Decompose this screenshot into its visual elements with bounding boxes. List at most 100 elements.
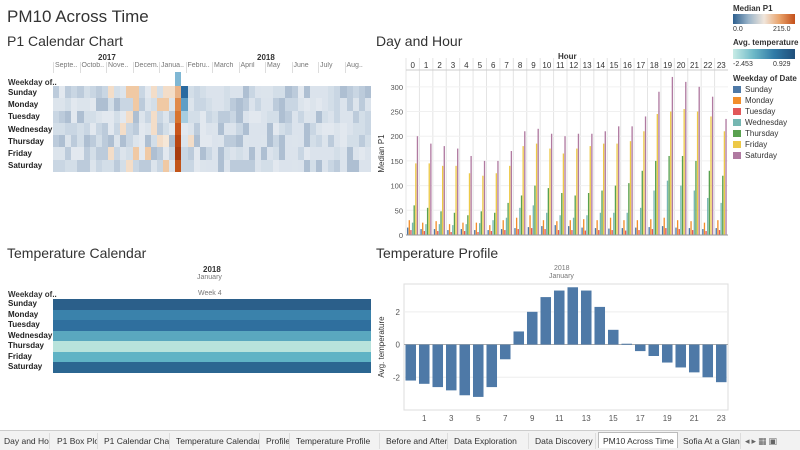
p1-calendar-cell <box>279 135 286 148</box>
day-hour-bar <box>711 96 714 236</box>
tab-navigation-icons[interactable]: ◂▸▦▣ <box>745 436 780 446</box>
p1-calendar-grid[interactable] <box>53 72 372 173</box>
day-hour-bar <box>705 231 707 235</box>
p1-calendar-cell <box>230 159 237 173</box>
p1-calendar-cell <box>205 98 213 111</box>
page-title: PM10 Across Time <box>7 7 149 26</box>
temperature-calendar-cell[interactable] <box>53 320 371 331</box>
day-hour-bar <box>613 212 615 235</box>
weekday-legend-item: Wednesday <box>733 118 787 127</box>
legend-label: Tuesday <box>745 107 776 116</box>
temperature-calendar-cell[interactable] <box>53 351 371 362</box>
p1-calendar-cell <box>169 147 176 160</box>
p1-calendar-cell <box>260 147 268 160</box>
p1-calendar-cell <box>205 159 213 173</box>
p1-calendar-cell <box>156 159 164 173</box>
day-hour-bar <box>599 212 602 235</box>
p1-calendar-cell <box>199 98 207 111</box>
p1-calendar-cell <box>53 122 60 136</box>
sheet-tab[interactable]: Sofia At a Glan <box>679 433 741 449</box>
y-tick-label: 50 <box>395 206 403 215</box>
day-hour-bar <box>531 228 533 235</box>
day-hour-bar <box>465 224 467 235</box>
legend-label: Wednesday <box>745 118 788 127</box>
p1-calendar-cell <box>279 98 286 111</box>
temperature-calendar-cell[interactable] <box>53 299 371 310</box>
p1-calendar-cell <box>89 159 97 173</box>
p1-calendar-cell <box>163 159 170 173</box>
temperature-profile-bar <box>715 344 727 383</box>
p1-calendar-cell <box>285 98 292 111</box>
day-hour-bar <box>517 229 519 235</box>
p1-calendar-cell <box>95 135 103 148</box>
p1-calendar-cell <box>181 98 188 111</box>
p1-calendar-cell <box>101 98 109 111</box>
day-hour-bar <box>576 148 578 235</box>
sheet-tab[interactable]: Temperature Profile <box>292 433 380 449</box>
p1-calendar-cell <box>248 122 256 136</box>
p1-calendar-cell <box>163 122 170 136</box>
temperature-profile-bar <box>607 329 619 345</box>
p1-calendar-cell <box>108 98 115 111</box>
p1-calendar-cell <box>340 159 347 173</box>
day-hour-bar <box>477 232 479 235</box>
x-tick-label: 1 <box>422 414 427 423</box>
p1-calendar-cell <box>101 86 109 99</box>
p1-calendar-cell <box>267 135 274 148</box>
sheet-tab[interactable]: Profile <box>262 433 290 449</box>
p1-calendar-cell <box>138 86 146 99</box>
p1-calendar-cell <box>291 98 298 111</box>
hour-label: 10 <box>542 61 551 70</box>
p1-calendar-cell <box>193 110 201 124</box>
p1-calendar-cell <box>120 147 127 160</box>
hour-label: 13 <box>583 61 592 70</box>
p1-calendar-cell <box>132 86 139 99</box>
x-tick-label: 21 <box>690 414 699 423</box>
x-tick-label: 15 <box>609 414 618 423</box>
p1-calendar-cell <box>126 135 133 148</box>
temperature-calendar-cell[interactable] <box>53 330 371 341</box>
p1-calendar-cell <box>71 110 78 124</box>
day-hour-bar <box>710 116 712 235</box>
p1-calendar-cell <box>77 147 84 160</box>
p1-calendar-cell <box>315 86 323 99</box>
p1-calendar-cell <box>346 159 353 173</box>
p1-calendar-cell <box>346 98 353 111</box>
temperature-calendar-cell[interactable] <box>53 362 371 373</box>
hour-label: 23 <box>717 61 726 70</box>
p1-calendar-cell <box>181 86 188 99</box>
day-hour-bar <box>428 163 430 235</box>
p1-calendar-month-label: March <box>212 62 239 73</box>
sheet-tab[interactable]: P1 Calendar Chart <box>100 433 170 449</box>
sheet-tab[interactable]: PM10 Across Time <box>598 432 678 448</box>
hour-label: 11 <box>556 61 565 70</box>
day-hour-bar <box>478 223 481 235</box>
day-hour-bar <box>587 193 590 235</box>
p1-calendar-cell <box>224 110 231 124</box>
sheet-tab[interactable]: Before and After <box>382 433 448 449</box>
p1-calendar-cell <box>150 135 158 148</box>
sheet-tab[interactable]: Data Discovery <box>531 433 596 449</box>
day-hour-bar <box>514 228 516 235</box>
p1-calendar-cell <box>346 122 353 136</box>
day-hour-bar <box>480 211 482 235</box>
p1-calendar-weekday-label: Wednesday <box>8 124 53 134</box>
sheet-tab[interactable]: Data Exploration <box>450 433 529 449</box>
p1-calendar-cell <box>279 122 286 136</box>
p1-calendar-cell <box>254 110 262 124</box>
p1-calendar-cell <box>138 110 146 124</box>
weekday-legend-item: Monday <box>733 96 773 105</box>
p1-calendar-cell <box>291 122 298 136</box>
day-hour-bar <box>452 225 454 235</box>
day-hour-bar <box>623 220 625 235</box>
p1-calendar-cell <box>267 86 274 99</box>
weekday-legend-title: Weekday of Date <box>733 74 797 83</box>
sheet-tab[interactable]: Temperature Calendar <box>172 433 260 449</box>
temperature-calendar-cell[interactable] <box>53 341 371 352</box>
p1-calendar-cell <box>315 98 323 111</box>
sheet-tab[interactable]: P1 Box Plot <box>53 433 98 449</box>
temperature-calendar-cell[interactable] <box>53 309 371 320</box>
p1-calendar-cell <box>144 135 152 148</box>
sheet-tab[interactable]: Day and Hour <box>0 433 50 449</box>
p1-calendar-cell <box>291 86 298 99</box>
